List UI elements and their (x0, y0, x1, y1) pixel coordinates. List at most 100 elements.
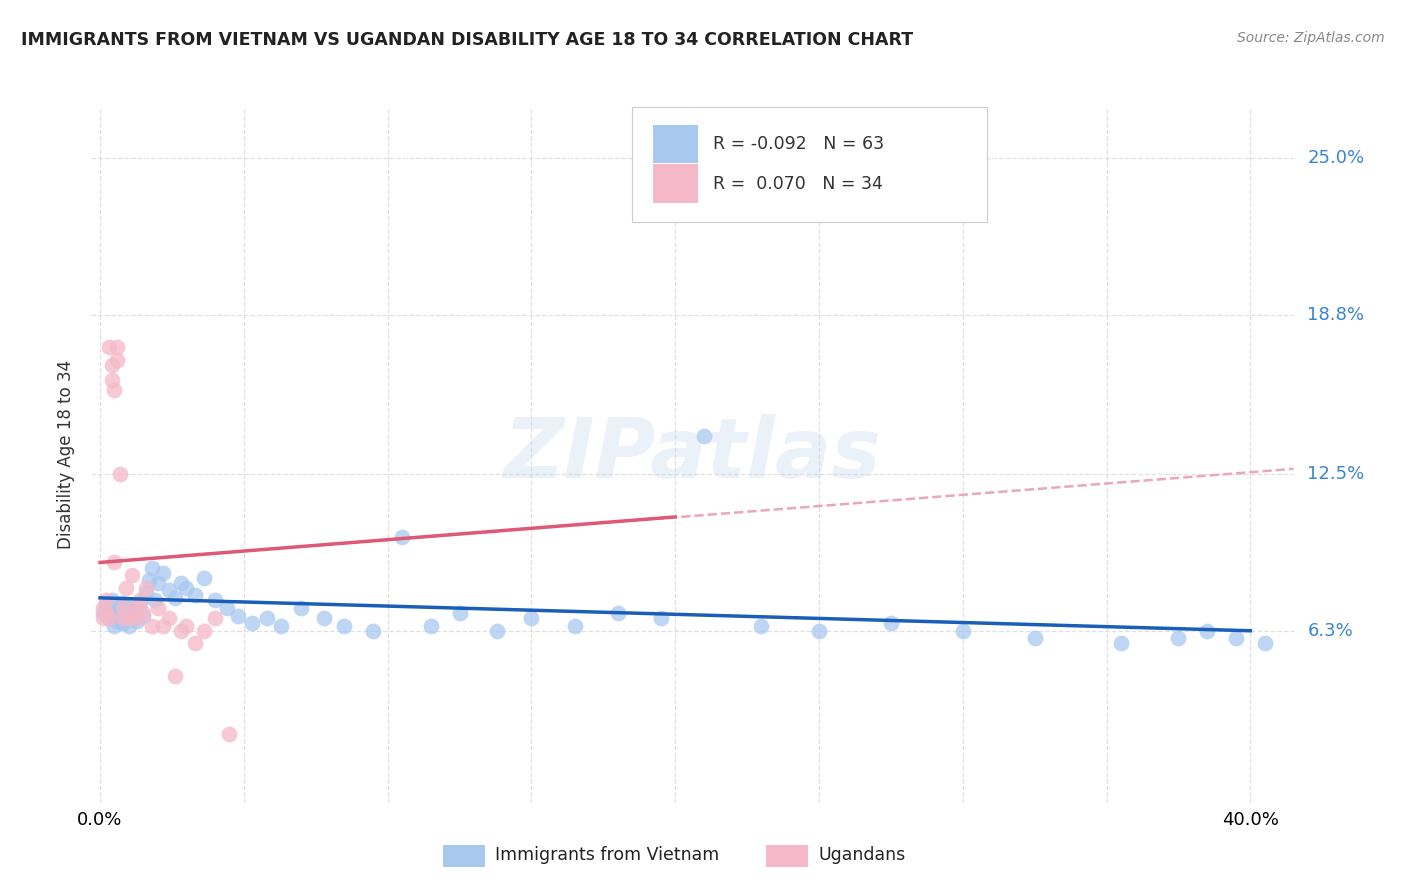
Point (100, 593, 122, 607)
Point (111, 601, 135, 615)
Text: Immigrants from Vietnam: Immigrants from Vietnam (495, 847, 718, 864)
Point (163, 669, 186, 683)
Point (97, 611, 120, 625)
Point (314, 611, 336, 625)
Text: 18.8%: 18.8% (1308, 305, 1364, 324)
Text: 6.3%: 6.3% (1308, 622, 1353, 640)
Point (103, 384, 125, 398)
Point (606, 606, 628, 620)
Point (391, 530, 413, 544)
Point (449, 606, 471, 620)
Point (100, 373, 122, 387)
Point (751, 618, 773, 632)
Point (115, 611, 138, 625)
Text: 25.0%: 25.0% (1308, 149, 1365, 167)
Point (204, 611, 226, 625)
Point (118, 618, 141, 632)
Point (121, 611, 143, 625)
Point (693, 429, 716, 443)
Point (520, 611, 543, 625)
Point (174, 581, 197, 595)
Point (132, 606, 155, 620)
Point (97, 601, 120, 615)
Point (135, 586, 157, 600)
Point (91, 611, 114, 625)
Point (650, 611, 672, 625)
Text: Ugandans: Ugandans (818, 847, 905, 864)
Point (94, 593, 117, 607)
Point (129, 593, 152, 607)
Point (129, 596, 152, 610)
Text: 12.5%: 12.5% (1308, 465, 1365, 483)
Point (226, 608, 249, 623)
Y-axis label: Disability Age 18 to 34: Disability Age 18 to 34 (58, 360, 76, 549)
Point (138, 573, 160, 587)
Point (108, 467, 131, 481)
Point (184, 588, 207, 602)
Point (132, 608, 155, 623)
Point (146, 601, 169, 615)
Point (485, 624, 508, 638)
Point (1225, 632, 1247, 646)
Text: R =  0.070   N = 34: R = 0.070 N = 34 (713, 175, 883, 193)
Point (94, 606, 117, 620)
Point (419, 618, 441, 632)
Point (880, 616, 903, 631)
Point (105, 340, 128, 354)
Point (807, 624, 830, 638)
Point (290, 601, 312, 615)
Point (1167, 632, 1189, 646)
Point (105, 614, 128, 628)
Point (121, 568, 143, 582)
Point (163, 591, 186, 605)
Point (361, 624, 384, 638)
Point (103, 618, 125, 632)
Point (103, 556, 125, 570)
Point (333, 618, 356, 632)
Text: ZIPatlas: ZIPatlas (503, 415, 882, 495)
Point (270, 618, 292, 632)
Point (157, 611, 180, 625)
Point (1109, 636, 1132, 650)
Point (118, 606, 141, 620)
Point (127, 611, 149, 625)
Point (124, 601, 146, 615)
Point (157, 583, 180, 598)
Point (97, 611, 120, 625)
Point (135, 581, 157, 595)
Point (146, 575, 169, 590)
Point (174, 618, 197, 632)
FancyBboxPatch shape (652, 125, 699, 163)
Text: R = -0.092   N = 63: R = -0.092 N = 63 (713, 135, 884, 153)
Point (256, 611, 278, 625)
Point (193, 624, 215, 638)
Point (169, 624, 191, 638)
Point (118, 611, 141, 625)
Point (1254, 636, 1277, 650)
Point (1197, 624, 1219, 638)
Point (141, 560, 163, 574)
Point (169, 575, 191, 590)
Point (141, 618, 163, 632)
FancyBboxPatch shape (652, 164, 699, 202)
Point (108, 608, 131, 623)
Point (105, 353, 128, 368)
Point (152, 618, 174, 632)
Point (91, 601, 114, 615)
Text: IMMIGRANTS FROM VIETNAM VS UGANDAN DISABILITY AGE 18 TO 34 CORRELATION CHART: IMMIGRANTS FROM VIETNAM VS UGANDAN DISAB… (21, 31, 914, 49)
Point (193, 571, 215, 585)
Point (91, 606, 114, 620)
Point (124, 601, 146, 615)
Point (105, 601, 128, 615)
Point (184, 636, 207, 650)
Point (111, 596, 135, 610)
Point (115, 599, 138, 613)
Point (1024, 632, 1046, 646)
Point (103, 603, 125, 617)
Point (127, 614, 149, 628)
Point (152, 566, 174, 580)
Point (115, 581, 138, 595)
Point (218, 727, 240, 741)
Point (97, 340, 120, 354)
Point (242, 616, 264, 631)
